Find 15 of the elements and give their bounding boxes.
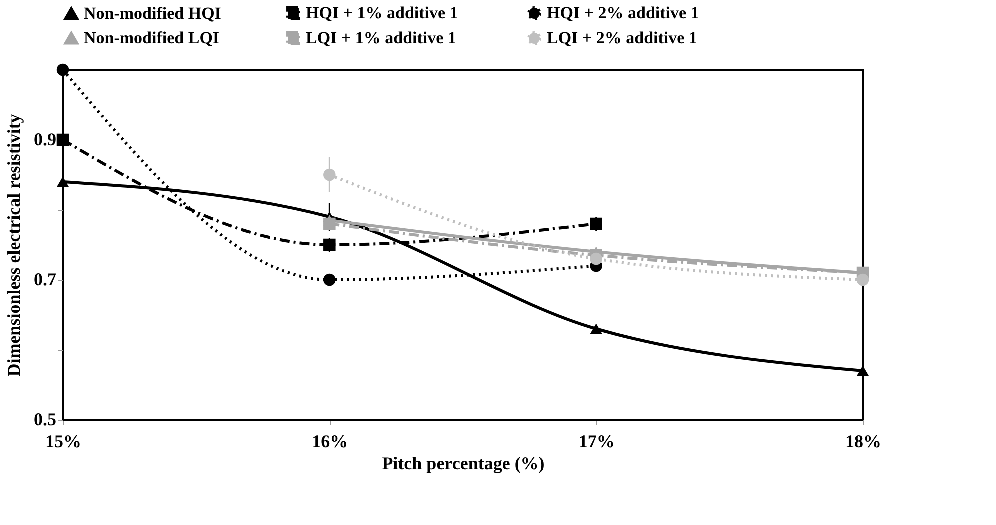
x-tick-label: 16% xyxy=(312,432,348,452)
y-tick-label: 0.5 xyxy=(34,410,56,430)
x-axis-title: Pitch percentage (%) xyxy=(382,454,545,474)
x-tick-label: 17% xyxy=(578,432,615,452)
legend-label: LQI + 2% additive 1 xyxy=(547,28,698,48)
legend-label: HQI + 1% additive 1 xyxy=(306,4,458,23)
legend-label: HQI + 2% additive 1 xyxy=(547,4,700,23)
y-axis-title: Dimensionless electrical resistivity xyxy=(4,114,24,377)
y-tick-label: 0.9 xyxy=(34,130,56,150)
legend-label: Non-modified LQI xyxy=(84,28,220,48)
legend-label: Non-modified HQI xyxy=(84,4,222,23)
y-tick-label: 0.7 xyxy=(34,270,56,290)
x-tick-label: 15% xyxy=(46,432,82,452)
x-tick-label: 18% xyxy=(846,432,882,452)
legend-label: LQI + 1% additive 1 xyxy=(306,28,456,48)
